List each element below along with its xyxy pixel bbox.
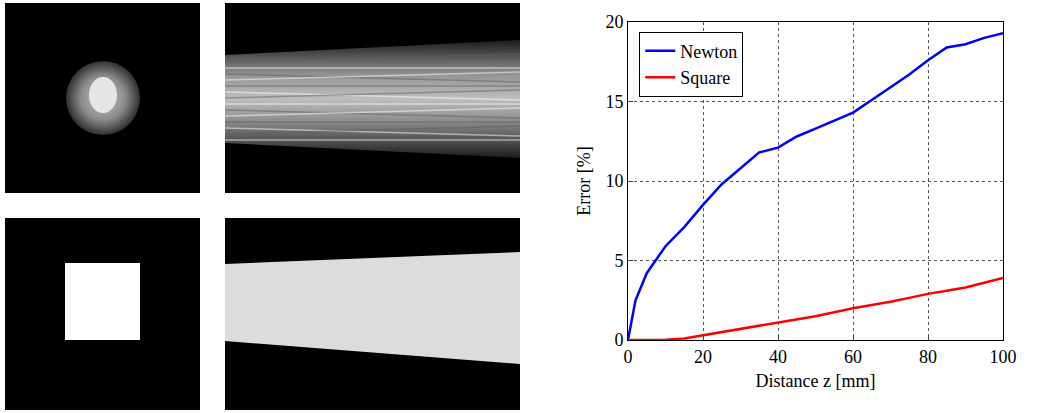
- svg-text:20: 20: [605, 12, 623, 32]
- svg-text:100: 100: [990, 347, 1017, 367]
- svg-text:0: 0: [614, 330, 623, 350]
- svg-text:Error [%]: Error [%]: [574, 146, 594, 215]
- svg-text:80: 80: [919, 347, 937, 367]
- svg-text:60: 60: [844, 347, 862, 367]
- svg-text:10: 10: [605, 171, 623, 191]
- svg-text:0: 0: [624, 347, 633, 367]
- svg-text:20: 20: [694, 347, 712, 367]
- svg-text:Distance z [mm]: Distance z [mm]: [756, 371, 876, 391]
- svg-text:Square: Square: [680, 68, 730, 88]
- svg-text:15: 15: [605, 92, 623, 112]
- svg-text:5: 5: [614, 251, 623, 271]
- svg-text:40: 40: [769, 347, 787, 367]
- svg-text:Newton: Newton: [680, 42, 737, 62]
